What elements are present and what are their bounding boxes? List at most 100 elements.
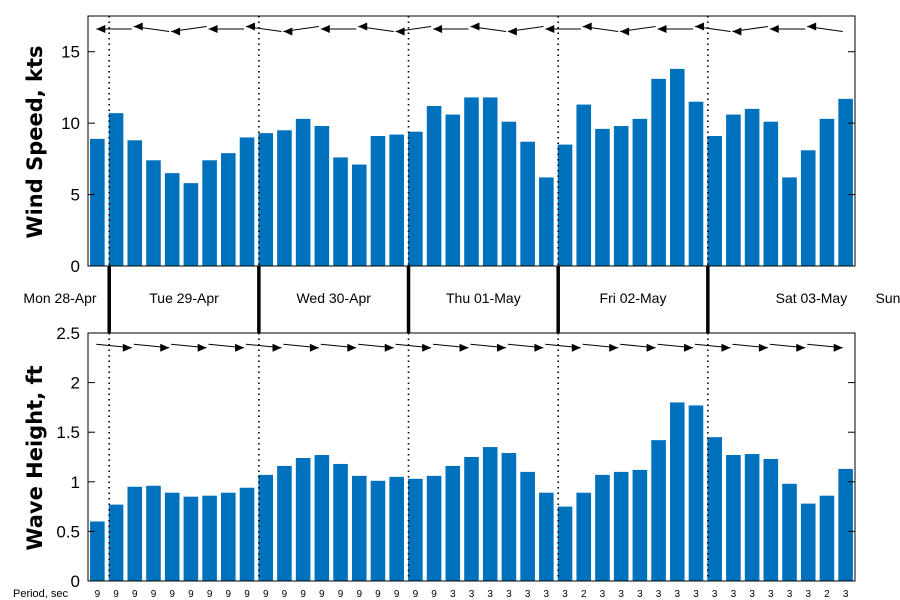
wave-height-bar <box>127 486 143 581</box>
wind-speed-tick-label: 15 <box>61 43 80 62</box>
wave-height-bar <box>108 504 124 581</box>
wave-direction-arrow <box>807 343 843 352</box>
wind-direction-arrow <box>545 25 581 33</box>
wave-direction-arrow <box>133 343 170 352</box>
wind-direction-arrow <box>732 26 768 36</box>
wind-speed-bars <box>90 68 853 267</box>
wind-speed-bar <box>520 141 535 266</box>
wave-height-bar <box>800 503 816 581</box>
wind-speed-bar <box>539 177 554 266</box>
wave-height-bar <box>333 463 348 581</box>
wind-speed-bar <box>333 157 348 266</box>
wave-height-bar <box>426 475 442 581</box>
wave-height-bar <box>482 447 498 581</box>
wave-height-bar <box>520 471 535 581</box>
wind-speed-bar <box>669 68 685 266</box>
period-value: 3 <box>600 589 606 600</box>
wind-speed-bar <box>838 98 853 266</box>
wave-height-bar <box>445 465 461 581</box>
wind-speed-bar <box>426 106 442 266</box>
wind-speed-bar <box>239 137 255 266</box>
wind-direction-arrow <box>133 22 170 32</box>
wave-height-bar <box>277 465 292 581</box>
wave-height-bar <box>221 492 236 581</box>
period-value: 3 <box>843 589 849 600</box>
period-value: 9 <box>244 589 250 600</box>
period-value: 9 <box>319 589 325 600</box>
wind-direction-arrow <box>395 26 432 36</box>
period-value: 9 <box>95 589 101 600</box>
wave-direction-arrows <box>96 343 843 352</box>
wind-speed-tick-label: 0 <box>71 257 80 276</box>
wind-speed-tick-label: 5 <box>71 186 80 205</box>
wave-direction-arrow <box>320 343 357 352</box>
period-value: 9 <box>338 589 344 600</box>
period-value: 9 <box>356 589 362 600</box>
period-value: 9 <box>282 589 288 600</box>
period-value: 3 <box>712 589 718 600</box>
wave-height-bar <box>389 476 404 581</box>
period-value: 9 <box>413 589 419 600</box>
wind-speed-plot-frame <box>87 15 856 267</box>
wave-height-bar <box>782 483 797 581</box>
wave-direction-arrow <box>96 343 132 352</box>
wave-height-bar <box>501 453 517 581</box>
wave-height-bar <box>539 492 554 581</box>
period-caption: Period, sec <box>13 588 69 600</box>
wind-speed-bar <box>819 118 835 266</box>
wind-speed-bar <box>744 108 760 266</box>
wind-direction-arrow <box>507 26 544 36</box>
wind-speed-bar <box>146 160 161 266</box>
wave-direction-arrow <box>545 343 581 352</box>
wind-direction-arrow <box>470 22 507 32</box>
period-value: 9 <box>226 589 232 600</box>
period-value: 3 <box>562 589 568 600</box>
wave-direction-arrow <box>245 343 282 352</box>
wind-speed-bar <box>258 133 274 266</box>
wave-height-bar <box>613 471 629 581</box>
wave-height-bar <box>576 492 592 581</box>
wave-height-bar <box>838 468 853 581</box>
wave-height-plot-frame <box>87 332 856 582</box>
day-label: Tue 29-Apr <box>149 290 219 306</box>
wind-speed-bar <box>632 118 648 266</box>
wind-direction-arrow <box>171 26 207 36</box>
period-value: 9 <box>394 589 400 600</box>
wave-height-bar <box>688 405 704 581</box>
day-separators <box>107 16 710 581</box>
period-value: 2 <box>824 589 830 600</box>
wind-speed-bar <box>501 121 517 267</box>
wave-direction-arrow <box>507 343 544 352</box>
wind-speed-bar <box>707 136 722 266</box>
period-value: 9 <box>113 589 119 600</box>
wind-direction-arrow <box>96 25 132 33</box>
period-value: 9 <box>151 589 157 600</box>
wind-speed-bar <box>202 160 217 266</box>
wave-height-bar <box>595 474 610 581</box>
wave-height-bar <box>763 458 779 581</box>
wave-direction-arrow <box>395 343 432 352</box>
wave-height-bar <box>164 492 180 581</box>
period-value: 3 <box>525 589 531 600</box>
axes: 0 5 10 15 0 0.5 1 1.5 2 2.5 <box>56 15 856 591</box>
wind-speed-bar <box>763 121 779 267</box>
wind-speed-axis-label: Wind Speed, kts <box>23 45 47 238</box>
wind-speed-bar <box>688 101 704 267</box>
day-labels: Mon 28-Apr Tue 29-Apr Wed 30-Apr Thu 01-May… <box>23 290 900 306</box>
wave-height-bar <box>669 402 685 581</box>
wind-speed-bar <box>482 97 498 267</box>
period-value: 3 <box>674 589 680 600</box>
period-value: 3 <box>693 589 699 600</box>
wave-height-bar <box>744 454 760 581</box>
wave-direction-arrow <box>694 343 731 352</box>
period-value: 9 <box>169 589 175 600</box>
wind-direction-arrow <box>320 25 357 33</box>
wave-height-tick-label: 0.5 <box>56 522 80 541</box>
period-value: 3 <box>450 589 456 600</box>
wave-height-bar <box>146 485 161 581</box>
period-value: 3 <box>787 589 793 600</box>
period-value: 3 <box>656 589 662 600</box>
wave-height-bar <box>90 521 105 581</box>
wind-speed-bar <box>183 183 199 266</box>
period-value: 9 <box>431 589 437 600</box>
